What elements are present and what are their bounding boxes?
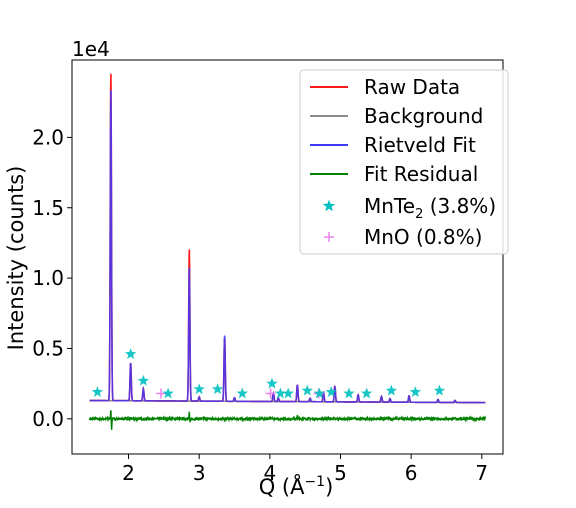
x-axis-label-suffix: ) <box>325 475 333 499</box>
marker-layer <box>91 348 446 399</box>
legend-label: Background <box>364 104 483 128</box>
x-tick-label: 5 <box>334 461 347 485</box>
legend-label: MnTe2 (3.8%) <box>364 194 496 222</box>
legend-item: Fit Residual <box>310 162 478 186</box>
x-axis: 2 3 4 5 6 7 <box>122 454 488 485</box>
y-tick-label: 1.5 <box>32 196 64 220</box>
x-tick-label: 7 <box>475 461 488 485</box>
legend-box <box>299 69 509 255</box>
fit-residual-line <box>88 410 487 430</box>
legend-item: Raw Data <box>310 75 460 99</box>
mnte2-marker <box>162 387 174 399</box>
mnte2-marker <box>325 386 338 397</box>
x-tick-label: 6 <box>405 461 418 485</box>
legend-item: MnO (0.8%) <box>324 225 482 249</box>
y-tick-label: 2.0 <box>32 125 64 149</box>
legend-item: MnTe2 (3.8%) <box>322 194 496 222</box>
x-axis-label: Q (Å−1) <box>259 473 334 499</box>
rietveld-fit-line <box>89 90 486 404</box>
mno-marker <box>156 388 167 399</box>
x-tick-label: 2 <box>122 461 135 485</box>
x-tick-label: 4 <box>263 461 276 485</box>
legend-item: Background <box>310 104 483 128</box>
mnte2-marker <box>91 386 104 397</box>
mnte2-marker <box>385 384 398 396</box>
mnte2-marker <box>343 387 355 399</box>
y-axis: 0.0 0.5 1.0 1.5 2.0 <box>32 125 72 431</box>
mnte2-marker <box>236 387 248 399</box>
mnte2-marker <box>301 384 313 396</box>
plot-frame <box>71 59 504 455</box>
legend-label: MnO (0.8%) <box>364 225 482 249</box>
y-multiplier-label: 1e4 <box>72 37 110 61</box>
mnte2-marker <box>193 383 205 395</box>
legend-swatch <box>322 199 336 212</box>
mno-marker <box>265 388 276 399</box>
legend-item: Rietveld Fit <box>310 133 476 157</box>
mnte2-marker <box>124 348 137 359</box>
mnte2-marker <box>266 377 278 389</box>
mnte2-marker <box>274 387 287 399</box>
mnte2-marker <box>211 383 224 395</box>
x-axis-label-superscript: −1 <box>304 474 325 490</box>
legend-label: Raw Data <box>364 75 460 99</box>
y-tick-label: 0.5 <box>32 336 64 360</box>
mnte2-marker <box>282 387 294 399</box>
mnte2-marker <box>313 387 325 399</box>
mnte2-marker <box>433 384 446 396</box>
legend: Raw Data Background Rietveld Fit Fit Residu… <box>299 69 509 255</box>
series-layer <box>88 73 487 430</box>
mnte2-marker <box>360 387 373 399</box>
y-tick-label: 1.0 <box>32 266 64 290</box>
y-axis-label: Intensity (counts) <box>4 166 28 351</box>
legend-label: Fit Residual <box>364 162 478 186</box>
y-tick-label: 0.0 <box>32 407 64 431</box>
mnte2-marker <box>409 386 422 397</box>
x-axis-label-main: Q (Å <box>259 473 305 499</box>
x-tick-label: 3 <box>193 461 206 485</box>
mnte2-marker <box>137 374 150 386</box>
legend-label: Rietveld Fit <box>364 133 476 157</box>
